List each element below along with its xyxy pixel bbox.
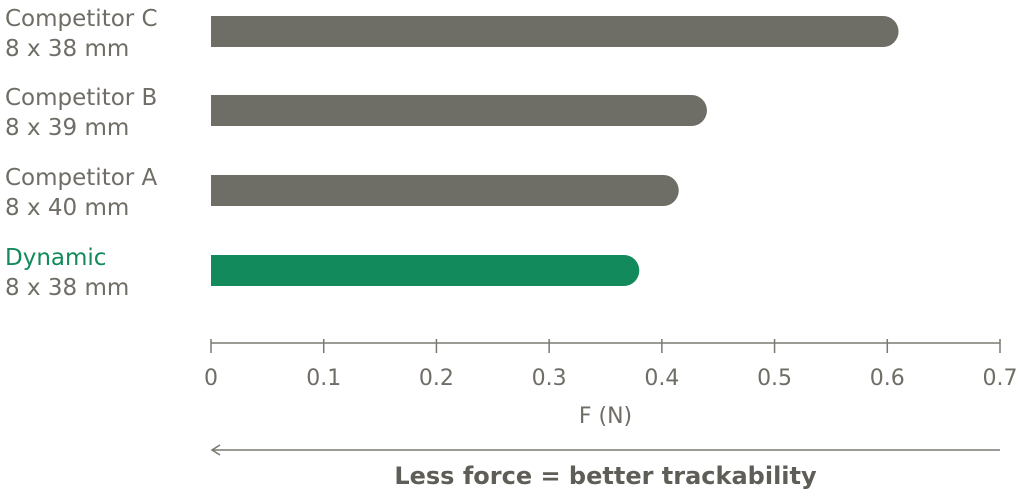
category-name-label: Competitor C xyxy=(5,6,158,32)
x-axis-label: F (N) xyxy=(579,404,632,429)
category-size-label: 8 x 38 mm xyxy=(5,36,129,62)
category-name-label: Competitor A xyxy=(5,165,158,191)
category-size-label: 8 x 40 mm xyxy=(5,195,129,221)
category-name-label: Competitor B xyxy=(5,85,157,111)
bar-competitor-b xyxy=(211,95,707,126)
bars-group xyxy=(211,16,899,286)
x-tick-label: 0.3 xyxy=(532,366,567,391)
arrow-head-icon xyxy=(210,444,221,456)
x-tick-label: 0.6 xyxy=(870,366,905,391)
annotation-label: Less force = better trackability xyxy=(394,462,817,490)
bar-competitor-c xyxy=(211,16,899,47)
bar-dynamic xyxy=(211,255,640,286)
bar-competitor-a xyxy=(211,175,679,206)
x-tick-label: 0.1 xyxy=(306,366,341,391)
x-ticks: 0 0.1 0.2 0.3 0.4 0.5 0.6 0.7 xyxy=(204,339,1018,391)
category-size-label: 8 x 39 mm xyxy=(5,115,129,141)
x-tick-label: 0.7 xyxy=(983,366,1018,391)
category-labels: Competitor C 8 x 38 mm Competitor B 8 x 39 … xyxy=(5,6,158,301)
category-name-label: Dynamic xyxy=(5,245,106,271)
x-tick-label: 0 xyxy=(204,366,218,391)
x-tick-label: 0.4 xyxy=(644,366,679,391)
x-tick-label: 0.2 xyxy=(419,366,454,391)
category-size-label: 8 x 38 mm xyxy=(5,275,129,301)
x-tick-label: 0.5 xyxy=(757,366,792,391)
